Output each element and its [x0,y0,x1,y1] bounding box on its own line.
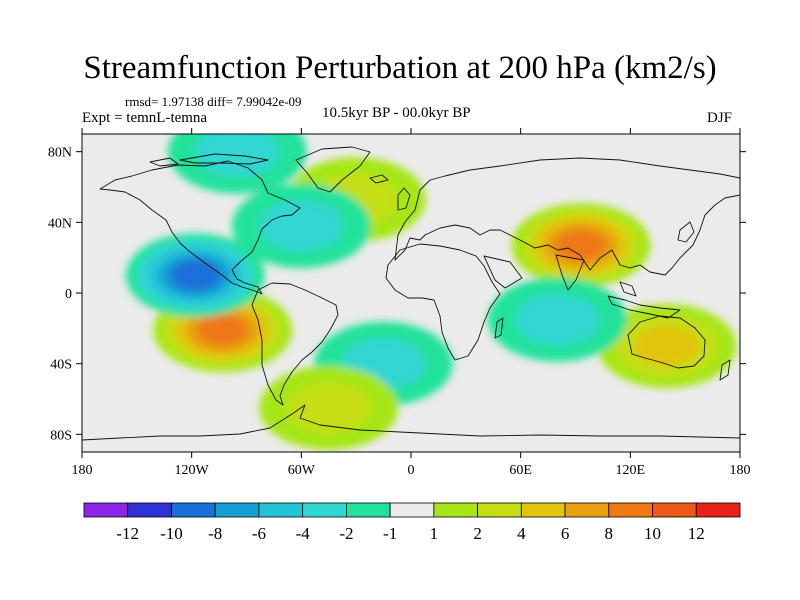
colorbar-label: 2 [473,524,482,543]
coast-australia [627,315,706,369]
colorbar-swatch [345,502,391,518]
colorbar-swatch [608,502,653,518]
colorbar-label: -1 [383,524,397,543]
coast-arabia [483,255,523,289]
colorbar-swatch [83,502,129,518]
colorbar-swatch [695,502,741,518]
colorbar-label: -4 [296,524,311,543]
colorbar-label: -12 [116,524,139,543]
x-tick-label: 180 [72,463,93,478]
colorbar-swatch [171,502,216,518]
colorbar-swatch [389,502,435,518]
period-label: 10.5kyr BP - 00.0kyr BP [322,105,471,121]
coast-japan [677,221,695,243]
coast-britain [397,187,411,211]
x-tick-label: 180 [730,463,751,478]
coast-indonesia [607,295,681,319]
y-tick-label: 80S [50,428,72,443]
rmsd-stats: rmsd= 1.97138 diff= 7.99042e-09 [125,94,302,109]
colorbar-label: 12 [688,524,705,543]
colorbar-label: 10 [644,524,661,543]
y-tick-label: 0 [65,287,72,302]
colorbar-swatch [564,502,610,518]
x-tick-label: 60W [288,463,316,478]
colorbar-label: -10 [160,524,183,543]
streamfunction-field [125,134,737,450]
colorbar-label: 8 [605,524,614,543]
coast-arctic-islands [179,153,269,165]
contour-band [633,325,700,367]
y-tick-label: 40N [48,216,72,231]
coast-new-zealand [719,359,731,381]
x-tick-label: 0 [408,463,415,478]
colorbar-label: 6 [561,524,570,543]
contour-band [197,314,249,346]
contour-band [555,229,607,262]
season-label: DJF [707,110,733,126]
y-tick-label: 40S [50,358,72,373]
y-tick-label: 80N [48,146,72,161]
x-tick-label: 120W [175,463,210,478]
coast-south-america [251,282,339,406]
map-axes: 180 120W 60W 0 60E 120E 180 80N 40N 0 40S 80S [48,128,751,478]
colorbar-label: 1 [430,524,439,543]
plot-title: Streamfunction Perturbation at 200 hPa (… [83,50,717,86]
contour-band [169,259,221,292]
contour-band [515,293,600,346]
colorbar-swatch [127,502,172,518]
x-tick-label: 120E [616,463,646,478]
coast-eurasia [394,157,740,276]
experiment-label: Expt = temnL-temna [82,110,208,126]
colorbar-swatch [520,502,566,518]
colorbar: -12 -10 -8 -6 -4 -2 -1 1 2 4 6 8 10 12 [83,502,741,543]
coast-india [555,254,585,291]
colorbar-swatch [433,502,479,518]
colorbar-swatch [214,502,260,518]
colorbar-label: -6 [252,524,266,543]
coast-madagascar [494,317,504,339]
coast-africa [385,243,501,361]
colorbar-swatch [258,502,304,518]
contour-band [259,200,344,252]
x-tick-label: 60E [509,463,532,478]
coast-antarctica [82,404,740,441]
coastlines [82,146,740,441]
coast-greenland [295,146,371,193]
colorbar-swatch [477,502,522,518]
colorbar-label: 4 [517,524,526,543]
colorbar-swatch [652,502,697,518]
colorbar-swatch [302,502,347,518]
colorbar-label: -8 [208,524,222,543]
coast-iceland [369,174,389,184]
colorbar-label: -2 [339,524,353,543]
